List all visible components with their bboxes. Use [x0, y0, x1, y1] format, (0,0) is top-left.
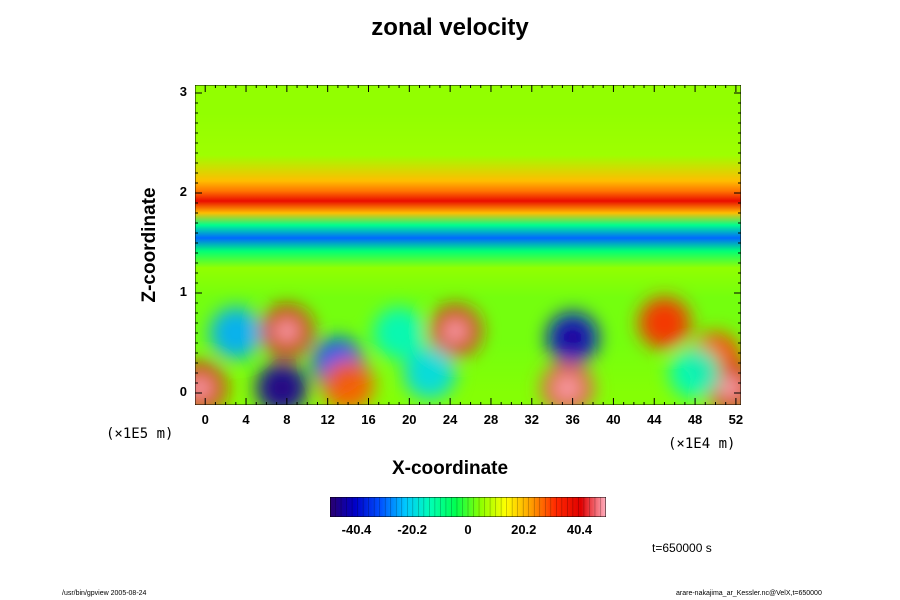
- colorbar-tick-label: 40.4: [566, 522, 593, 537]
- x-tick-label: 8: [283, 412, 291, 427]
- x-tick-label: 12: [320, 412, 335, 427]
- heatmap-feature-core-0: [275, 322, 298, 340]
- y-axis-label: Z-coordinate: [139, 187, 160, 303]
- heatmap-feature-core-5: [556, 379, 579, 397]
- x-tick-label: 20: [402, 412, 417, 427]
- x-tick-label: 24: [442, 412, 458, 427]
- x-tick-label: 44: [647, 412, 662, 427]
- y-tick-label: 3: [179, 84, 187, 99]
- heatmap-feature-core-8: [195, 379, 212, 397]
- heatmap-feature-10: [403, 347, 456, 399]
- heatmap-bands: [195, 85, 741, 405]
- colorbar-tick-label: -40.4: [341, 522, 372, 537]
- x-tick-label: 36: [565, 412, 580, 427]
- colorbar: [330, 497, 606, 517]
- plot-area: [195, 85, 741, 405]
- x-tick-label: 48: [687, 412, 703, 427]
- time-label: t=650000 s: [652, 541, 712, 555]
- x-tick-label: 32: [524, 412, 540, 427]
- heatmap-feature-13: [669, 347, 722, 399]
- heatmap-feature-core-9: [719, 379, 741, 397]
- y-tick-label: 2: [179, 184, 187, 199]
- y-tick-label: 0: [179, 384, 187, 399]
- heatmap-feature-11: [209, 307, 262, 359]
- colorbar-tick-label: -20.2: [397, 522, 428, 537]
- x-scale-note: (×1E4 m): [668, 436, 736, 452]
- x-axis-label: X-coordinate: [391, 458, 509, 479]
- heatmap-feature-6: [638, 297, 691, 349]
- x-tick-label: 4: [242, 412, 250, 427]
- x-tick-label: 28: [483, 412, 499, 427]
- y-tick-label: 1: [179, 284, 187, 299]
- footer-right: arare-nakajima_ar_Kessler.nc@VelX,t=6500…: [676, 590, 822, 597]
- footer-left: /usr/bin/gpview 2005-08-24: [62, 590, 147, 597]
- y-scale-note: (×1E5 m): [106, 426, 174, 442]
- x-tick-label: 52: [728, 412, 744, 427]
- x-tick-label: 16: [361, 412, 376, 427]
- chart-title: zonal velocity: [371, 14, 529, 41]
- heatmap-feature-core-3: [444, 322, 467, 340]
- x-tick-label: 40: [606, 412, 621, 427]
- heatmap-feature-core-2: [270, 379, 293, 397]
- heatmap-feature-12: [373, 307, 426, 359]
- x-tick-label: 0: [201, 412, 209, 427]
- heatmap-feature-14: [322, 359, 375, 405]
- colorbar-tick-label: 0: [464, 522, 472, 537]
- colorbar-gradient: [330, 497, 606, 517]
- colorbar-tick-label: 20.2: [511, 522, 537, 537]
- heatmap-feature-core-4: [561, 329, 584, 347]
